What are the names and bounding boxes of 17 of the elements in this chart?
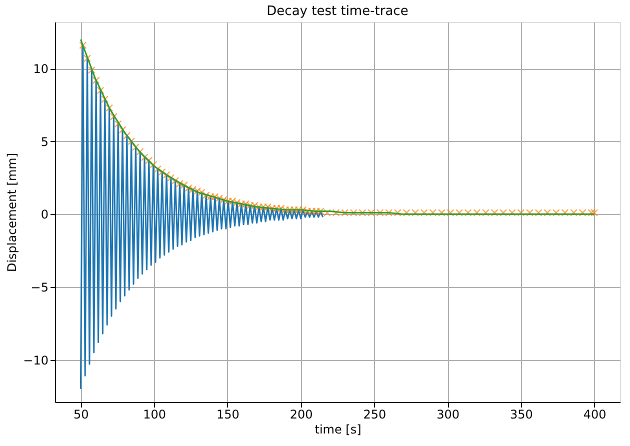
x-axis-title: time [s] (314, 422, 362, 436)
y-tick-label: 10 (33, 62, 48, 76)
chart-title: Decay test time-trace (266, 4, 408, 19)
y-tick-label: 0 (40, 208, 48, 222)
y-tick-label: −10 (23, 353, 48, 368)
y-axis-title: Displacement [mm] (5, 152, 20, 272)
x-tick-label: 350 (510, 408, 533, 422)
x-tick-label: 250 (363, 408, 386, 422)
x-tick-label: 100 (143, 408, 166, 422)
y-tick-label: 5 (40, 134, 48, 149)
line-series (80, 44, 324, 390)
x-tick-label: 150 (216, 408, 240, 422)
x-tick-label: 300 (436, 408, 460, 422)
x-tick-label: 400 (583, 408, 606, 422)
x-tick-label: 200 (290, 408, 313, 422)
y-tick-label: −5 (30, 280, 48, 294)
x-tick-label: 50 (74, 408, 89, 422)
